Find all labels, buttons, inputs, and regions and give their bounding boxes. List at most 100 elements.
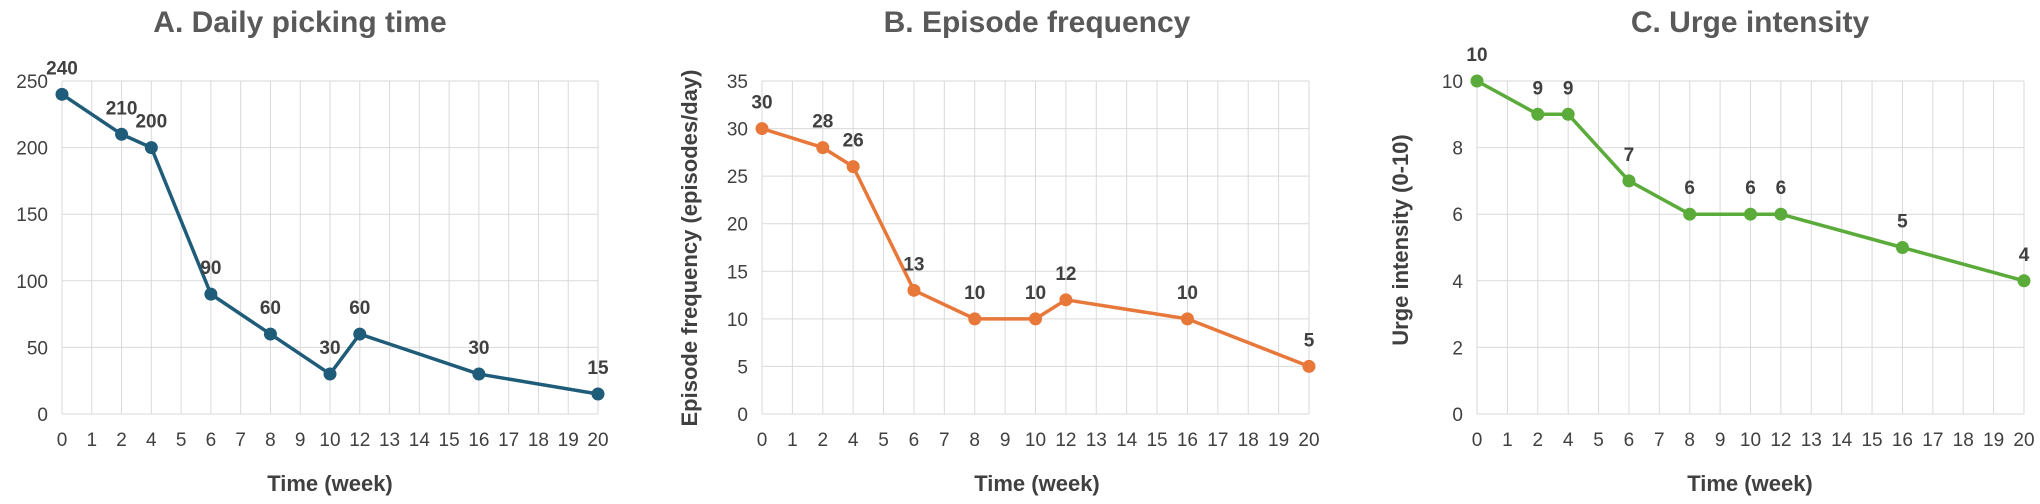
- x-tick-label: 10: [319, 430, 340, 451]
- x-tick-label: 0: [757, 430, 768, 451]
- y-tick-label: 100: [16, 272, 48, 293]
- data-point: [968, 312, 982, 326]
- x-tick-label: 13: [1086, 430, 1107, 451]
- data-point: [353, 327, 367, 341]
- x-tick-label: 6: [909, 430, 920, 451]
- y-tick-label: 4: [1452, 272, 1463, 293]
- x-tick-label: 0: [1472, 430, 1483, 451]
- data-point: [1029, 312, 1042, 326]
- x-tick-label: 5: [1593, 430, 1604, 451]
- data-label: 7: [1624, 145, 1635, 166]
- data-label: 10: [964, 283, 985, 304]
- data-label: 6: [1684, 178, 1695, 199]
- data-label: 6: [1745, 178, 1756, 199]
- x-tick-label: 0: [57, 430, 68, 451]
- data-point: [1744, 207, 1757, 221]
- data-point: [115, 127, 129, 141]
- x-axis-label: Time (week): [974, 471, 1100, 496]
- y-tick-label: 0: [37, 405, 48, 426]
- x-tick-label: 1: [86, 430, 97, 451]
- data-point: [1561, 107, 1575, 121]
- data-label: 30: [468, 338, 489, 359]
- data-label: 9: [1532, 78, 1543, 99]
- data-point: [846, 160, 860, 174]
- data-point: [1180, 312, 1194, 326]
- data-point: [907, 283, 921, 297]
- data-label: 5: [1304, 330, 1315, 351]
- data-label: 4: [2019, 245, 2030, 266]
- y-axis-label: Urge intensity (0-10): [1388, 134, 1413, 346]
- x-tick-label: 13: [1801, 430, 1822, 451]
- y-tick-label: 200: [16, 139, 48, 160]
- y-tick-label: 0: [737, 405, 748, 426]
- data-point: [1683, 207, 1697, 221]
- x-tick-label: 12: [1770, 430, 1791, 451]
- x-tick-label: 1: [787, 430, 798, 451]
- data-label: 10: [1177, 283, 1198, 304]
- data-label: 60: [349, 298, 370, 319]
- x-tick-label: 2: [817, 430, 828, 451]
- x-tick-label: 6: [1624, 430, 1635, 451]
- data-label: 90: [200, 258, 221, 279]
- y-tick-label: 30: [727, 120, 748, 141]
- data-point: [204, 287, 218, 301]
- data-label: 60: [260, 298, 281, 319]
- data-label: 26: [843, 131, 864, 152]
- x-tick-label: 8: [1684, 430, 1695, 451]
- data-label: 5: [1897, 212, 1908, 233]
- x-tick-label: 16: [468, 430, 489, 451]
- data-point: [55, 87, 69, 101]
- data-label: 9: [1563, 78, 1574, 99]
- x-tick-label: 19: [1983, 430, 2004, 451]
- data-label: 15: [587, 358, 609, 379]
- x-tick-label: 17: [1207, 430, 1228, 451]
- x-tick-label: 14: [1831, 430, 1853, 451]
- data-point: [263, 327, 277, 341]
- data-point: [472, 367, 486, 381]
- x-tick-label: 12: [349, 430, 370, 451]
- data-point: [816, 141, 830, 155]
- x-tick-label: 9: [1000, 430, 1011, 451]
- data-label: 10: [1025, 283, 1046, 304]
- x-tick-label: 2: [1532, 430, 1543, 451]
- y-tick-label: 20: [727, 215, 748, 236]
- data-point: [323, 367, 337, 381]
- x-tick-label: 15: [439, 430, 460, 451]
- x-axis-label: Time (week): [267, 471, 393, 496]
- x-tick-label: 16: [1892, 430, 1913, 451]
- data-point: [1531, 107, 1545, 121]
- x-tick-label: 5: [176, 430, 187, 451]
- x-tick-label: 13: [379, 430, 400, 451]
- y-tick-label: 8: [1452, 139, 1463, 160]
- data-label: 200: [135, 112, 167, 133]
- x-tick-label: 15: [1146, 430, 1167, 451]
- x-tick-label: 18: [1238, 430, 1259, 451]
- data-point: [1302, 359, 1316, 373]
- y-axis-label: Episode frequency (episodes/day): [677, 70, 702, 427]
- x-tick-label: 16: [1177, 430, 1198, 451]
- y-tick-label: 250: [16, 72, 48, 93]
- x-tick-label: 9: [1715, 430, 1726, 451]
- x-tick-label: 1: [1502, 430, 1513, 451]
- x-tick-label: 8: [969, 430, 980, 451]
- data-point: [1622, 174, 1636, 188]
- x-tick-label: 5: [878, 430, 889, 451]
- x-tick-label: 14: [409, 430, 431, 451]
- data-point: [144, 141, 158, 155]
- data-label: 28: [812, 112, 833, 133]
- x-tick-label: 8: [265, 430, 276, 451]
- y-tick-label: 35: [727, 72, 748, 93]
- y-tick-label: 50: [27, 338, 48, 359]
- data-point: [755, 122, 769, 136]
- x-tick-label: 14: [1116, 430, 1138, 451]
- chart-title: C. Urge intensity: [1631, 6, 1870, 39]
- x-axis-label: Time (week): [1687, 471, 1813, 496]
- x-tick-label: 4: [848, 430, 859, 451]
- chart-title: B. Episode frequency: [884, 6, 1191, 39]
- x-tick-label: 6: [206, 430, 217, 451]
- x-tick-label: 17: [1922, 430, 1943, 451]
- x-tick-label: 2: [116, 430, 127, 451]
